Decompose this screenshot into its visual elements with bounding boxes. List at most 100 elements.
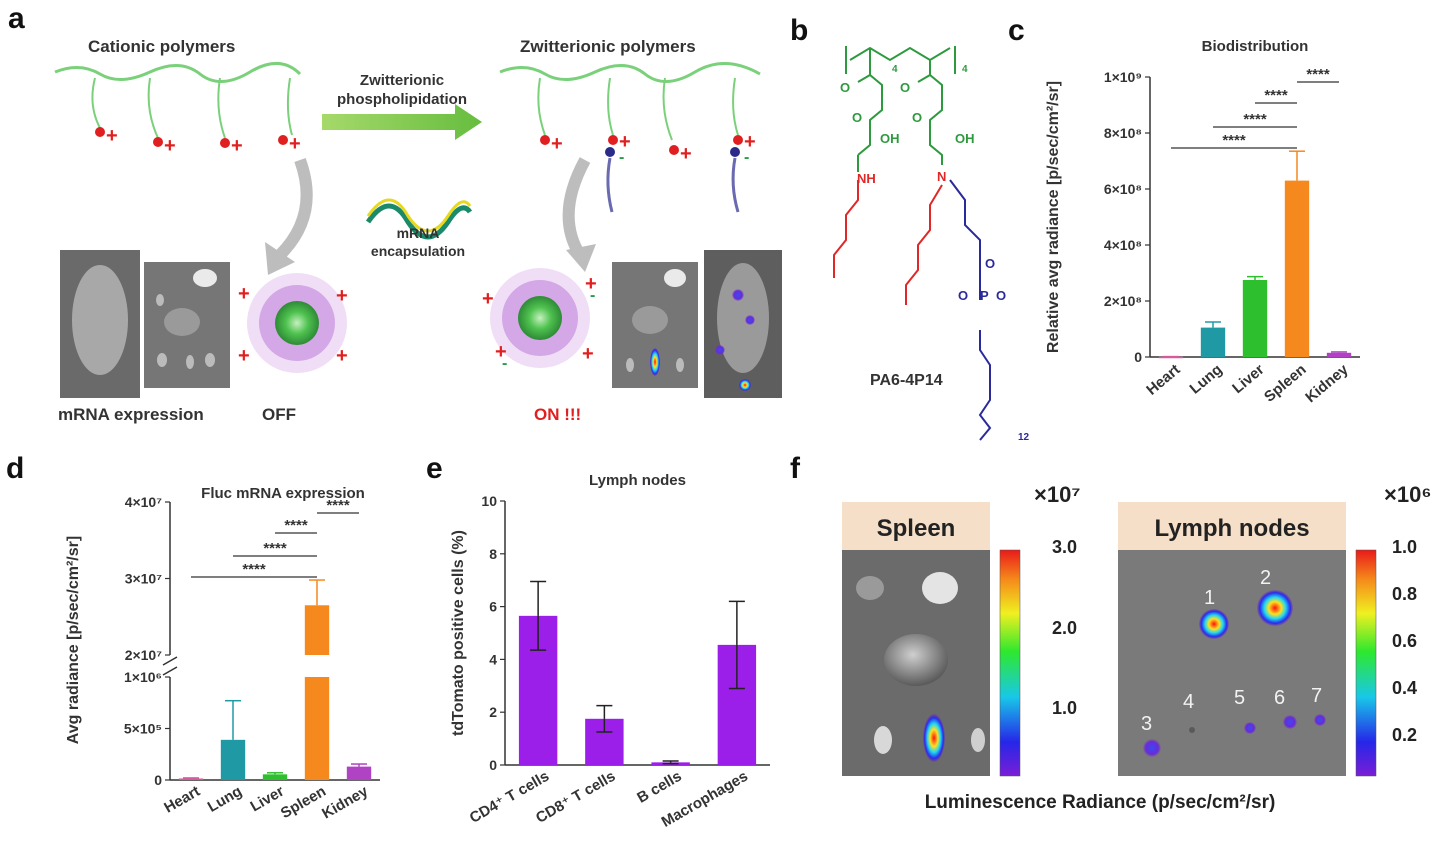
subscript-4: 4: [892, 64, 898, 75]
atom-o: O: [958, 288, 968, 303]
significance-label: ****: [1243, 111, 1267, 128]
cationic-charges: + + + +: [95, 125, 301, 157]
x-category-label: Kidney: [319, 782, 371, 822]
plus-sign: +: [495, 341, 507, 363]
spleen-scale-tick: 1.0: [1052, 698, 1077, 718]
plus-sign: +: [482, 288, 494, 310]
atom-p: P: [980, 288, 989, 303]
x-category-label: Lung: [205, 783, 245, 816]
panel-letter-b: b: [790, 14, 808, 47]
panel-letter-e: e: [426, 452, 443, 485]
x-category-label: Heart: [1143, 361, 1183, 399]
y-tick-label: 3×10⁷: [125, 571, 163, 587]
bar-spleen: [1284, 180, 1310, 357]
axis-break-mark: [162, 656, 178, 666]
luminescence-axis-label: Luminescence Radiance (p/sec/cm²/sr): [925, 792, 1276, 813]
y-tick-label: 6: [489, 599, 497, 615]
atom-o-minus: O: [996, 288, 1006, 303]
y-axis-label: Relative avg radiance [p/sec/cm²/sr]: [1045, 81, 1062, 353]
node-number: 7: [1311, 685, 1322, 707]
plus-sign: +: [238, 283, 250, 305]
right-curved-arrow: [562, 157, 591, 259]
node-number: 3: [1141, 713, 1152, 735]
atom-oh: OH: [955, 131, 975, 146]
plus-sign: +: [551, 133, 563, 155]
atom-o: O: [852, 110, 862, 125]
x-category-label: Lung: [1187, 361, 1226, 398]
x-category-label: Spleen: [1261, 361, 1310, 406]
nanoparticle-cationic: [247, 273, 347, 373]
node-number: 1: [1204, 587, 1215, 609]
atom-o: O: [900, 80, 910, 95]
panel-letter-d: d: [6, 452, 24, 485]
y-tick-label: 6×10⁸: [1104, 181, 1142, 197]
y-axis-label: tdTomato positive cells (%): [450, 530, 467, 736]
arrow-label-line2: phospholipidation: [337, 91, 467, 108]
minus-sign: -: [502, 355, 507, 372]
significance-label: ****: [284, 517, 308, 534]
atom-oh: OH: [880, 131, 900, 146]
y-tick-label: 0: [154, 772, 162, 788]
zwitterionic-title: Zwitterionic polymers: [520, 37, 696, 56]
cationic-backbone: [54, 62, 302, 83]
bar-lung: [1200, 327, 1226, 357]
plus-sign: +: [289, 133, 301, 155]
node-number: 2: [1260, 567, 1271, 589]
atom-nh: NH: [857, 171, 876, 186]
significance-label: ****: [1306, 66, 1330, 83]
chart-title: Lymph nodes: [589, 472, 686, 489]
lymph-label: Lymph nodes: [1154, 515, 1309, 542]
y-tick-label: 1×10⁶: [124, 669, 162, 685]
lymph-scale-tick: 0.6: [1392, 631, 1417, 651]
on-label: ON !!!: [534, 405, 581, 424]
bar-kidney: [346, 766, 372, 780]
lymph-colorbar: [1355, 549, 1377, 777]
chemical-structure: [833, 46, 992, 441]
panel-letter-f: f: [790, 452, 801, 485]
panel-letter-a: a: [8, 2, 25, 35]
lymph-scale-tick: 0.2: [1392, 725, 1417, 745]
y-tick-label: 0: [1134, 349, 1142, 365]
x-category-label: Heart: [161, 783, 203, 817]
plus-sign: +: [619, 131, 631, 153]
encapsulation-line2: encapsulation: [371, 243, 465, 259]
node-number-labels: 1 2 3 4 5 6 7: [1141, 567, 1322, 735]
node-number: 6: [1274, 687, 1285, 709]
bar-heart: [1158, 356, 1184, 359]
panel-a: a Cationic polymers Zwitterionic polymer…: [8, 2, 782, 424]
y-tick-label: 4×10⁸: [1104, 237, 1142, 253]
x-category-label: Kidney: [1302, 361, 1352, 407]
compound-name: PA6-4P14: [870, 372, 943, 389]
x-category-label: Spleen: [278, 783, 329, 822]
plus-sign: +: [680, 143, 692, 165]
cationic-title: Cationic polymers: [88, 37, 235, 56]
lymph-scale-tick: 0.4: [1392, 678, 1417, 698]
encapsulation-line1: mRNA: [397, 225, 440, 241]
bar-heart: [178, 778, 204, 780]
off-label: OFF: [262, 405, 296, 424]
y-tick-label: 2×10⁷: [125, 647, 163, 663]
subscript-12: 12: [1018, 432, 1030, 443]
nanoparticle-zwitterionic: [490, 268, 590, 368]
phospholipidation-arrow: [322, 104, 482, 140]
minus-sign: -: [619, 149, 624, 166]
y-tick-label: 8: [489, 546, 497, 562]
lymph-scale-tick: 0.8: [1392, 584, 1417, 604]
minus-sign: -: [590, 287, 595, 304]
atom-o: O: [840, 80, 850, 95]
x-category-label: B cells: [634, 768, 684, 807]
plus-sign: +: [231, 135, 243, 157]
lymph-scale-tick: 1.0: [1392, 537, 1417, 557]
plus-sign: +: [336, 285, 348, 307]
minus-sign: -: [744, 149, 749, 166]
spleen-label-box: [842, 502, 990, 550]
bar-kidney: [1326, 352, 1352, 357]
lymph-image: [1118, 550, 1346, 776]
plus-sign: +: [744, 131, 756, 153]
zwitterionic-side-chains: [537, 77, 739, 141]
y-tick-label: 10: [481, 493, 497, 509]
left-curved-arrow: [275, 157, 313, 260]
